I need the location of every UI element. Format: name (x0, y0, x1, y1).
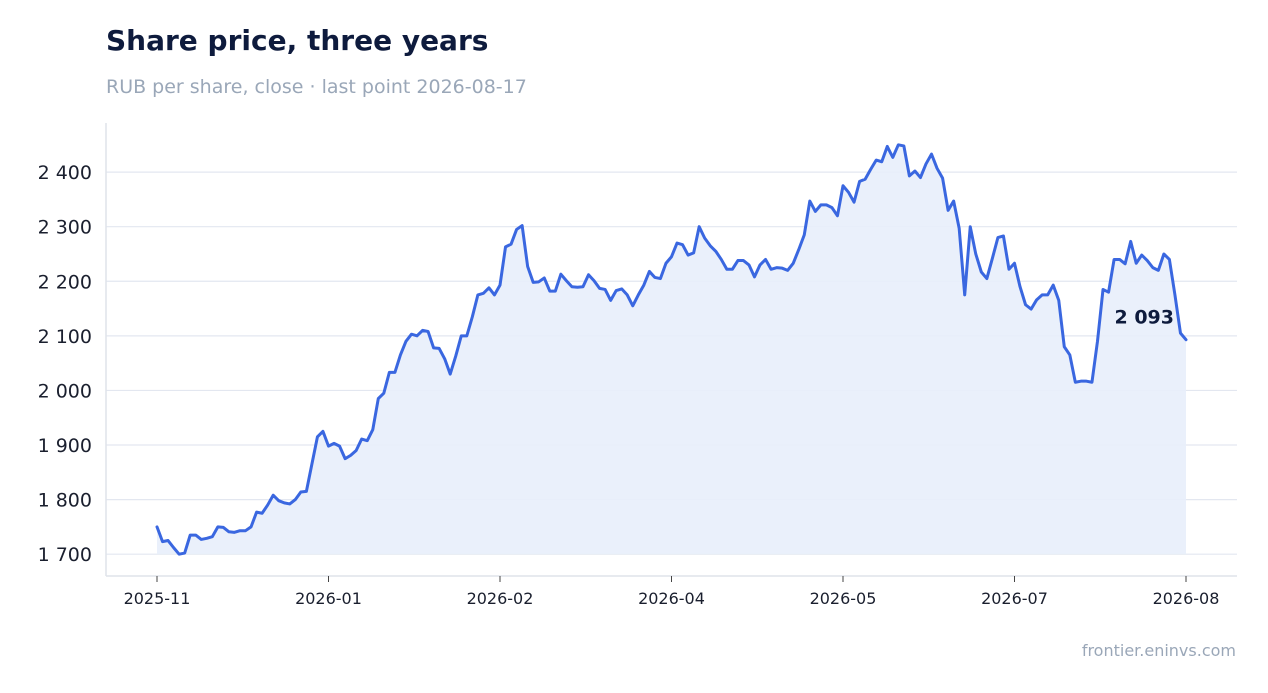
tick-labels: 1 700 1 800 1 900 2 000 2 100 2 200 2 300 2 400… (38, 162, 1220, 608)
x-tick-label: 2026-04 (638, 589, 705, 608)
y-tick-label: 2 000 (38, 380, 92, 402)
last-value-label: 2 093 (1115, 307, 1175, 329)
x-tick-label: 2025-11 (124, 589, 191, 608)
x-tick-label: 2026-05 (810, 589, 877, 608)
x-tick-label: 2026-07 (981, 589, 1048, 608)
y-tick-label: 2 100 (38, 326, 92, 348)
y-tick-label: 1 800 (38, 490, 92, 512)
chart-title: Share price, three years (106, 24, 489, 57)
price-area (157, 144, 1186, 555)
chart-subtitle: RUB per share, close · last point 2026-0… (106, 76, 527, 98)
price-series (155, 143, 1188, 556)
y-tick-label: 1 700 (38, 544, 92, 566)
y-tick-label: 1 900 (38, 435, 92, 457)
x-tick-label: 2026-02 (467, 589, 534, 608)
price-line (155, 143, 1188, 556)
axes (105, 123, 1237, 582)
y-tick-label: 2 300 (38, 217, 92, 239)
y-tick-label: 2 400 (38, 162, 92, 184)
x-tick-label: 2026-08 (1153, 589, 1220, 608)
source-credit: frontier.eninvs.com (1081, 641, 1236, 660)
x-tick-label: 2026-01 (295, 589, 362, 608)
y-tick-label: 2 200 (38, 271, 92, 293)
